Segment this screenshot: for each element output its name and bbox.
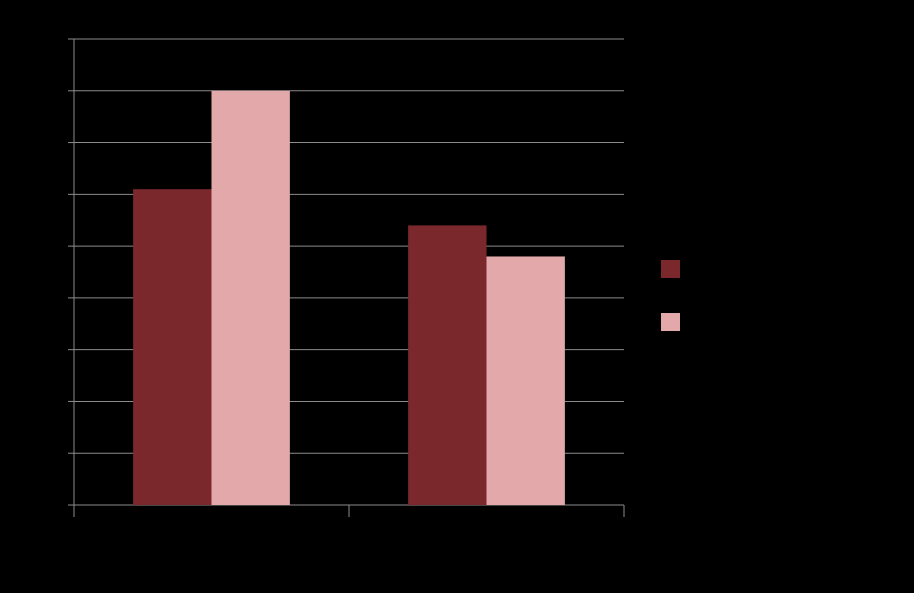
bar [486, 256, 565, 505]
bar [133, 189, 212, 505]
legend-swatch [661, 313, 680, 331]
legend-swatch [661, 260, 680, 278]
bar [211, 90, 290, 506]
bar [408, 225, 487, 505]
